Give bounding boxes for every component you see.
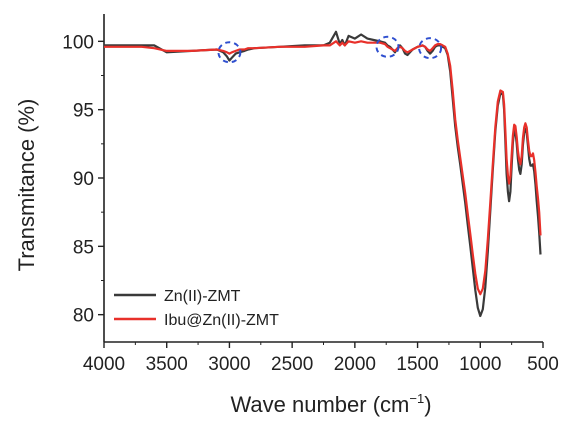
x-axis: 4000 3500 3000 2500 2000 1500 1000 500 xyxy=(83,342,559,375)
x-tick-label: 4000 xyxy=(83,354,125,375)
x-tick-label: 3500 xyxy=(146,354,188,375)
x-tick-label: 3000 xyxy=(208,354,250,375)
annotation-circle xyxy=(418,37,443,60)
x-axis-title-superscript: −1 xyxy=(409,391,424,406)
x-tick-label: 500 xyxy=(527,354,559,375)
legend-label: Zn(II)-ZMT xyxy=(164,288,241,305)
x-tick-label: 2000 xyxy=(334,354,376,375)
y-tick-label: 100 xyxy=(62,32,94,53)
legend-label: Ibu@Zn(II)-ZMT xyxy=(164,312,279,329)
y-tick-label: 90 xyxy=(73,169,94,190)
x-tick-label: 1000 xyxy=(459,354,501,375)
y-tick-label: 85 xyxy=(73,237,94,258)
x-tick-label: 1500 xyxy=(396,354,438,375)
x-axis-title: Wave number (cm−1) xyxy=(230,391,431,417)
annotation-circle xyxy=(375,35,400,58)
y-axis: 80 85 90 95 100 xyxy=(62,32,104,327)
y-tick-label: 80 xyxy=(73,306,94,327)
plot-area xyxy=(103,14,543,343)
y-tick-label: 95 xyxy=(73,101,94,122)
x-tick-label: 2500 xyxy=(271,354,313,375)
x-axis-title-close: ) xyxy=(424,392,431,417)
x-axis-title-main: Wave number (cm xyxy=(230,392,409,417)
annotation-circle xyxy=(217,41,242,64)
legend: Zn(II)-ZMT Ibu@Zn(II)-ZMT xyxy=(114,288,279,329)
y-axis-title: Transmitance (%) xyxy=(14,99,39,272)
series-line-ibu-zn-zmt xyxy=(104,40,542,296)
